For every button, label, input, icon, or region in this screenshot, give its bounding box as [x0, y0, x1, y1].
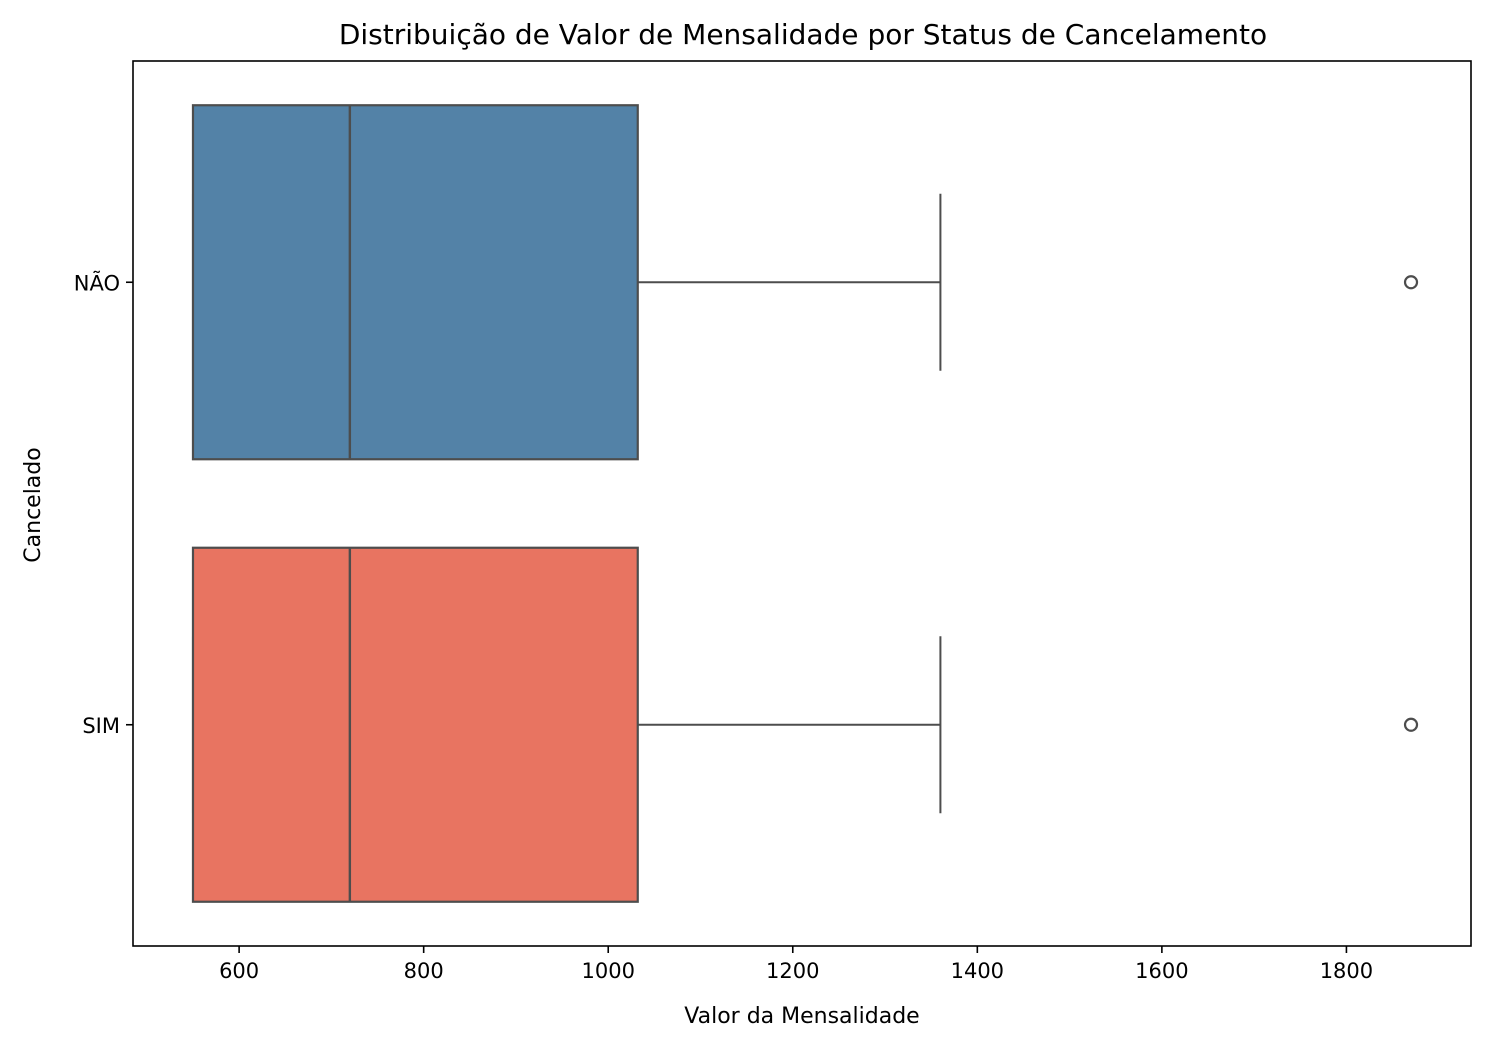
box-0-iqr	[191, 104, 639, 461]
x-tick-label-4: 1400	[951, 959, 1004, 983]
chart-title: Distribuição de Valor de Mensalidade por…	[339, 18, 1267, 51]
y-tick-label-0: NÃO	[74, 269, 120, 295]
box-1-iqr	[191, 546, 639, 903]
x-tick-label-6: 1800	[1320, 959, 1373, 983]
plot-frame	[132, 60, 1472, 947]
plot-area	[191, 104, 1419, 903]
box-1-outlier-0	[1403, 717, 1419, 732]
box-0-outlier-0	[1403, 275, 1419, 290]
x-axis: 600 800 1000 1200 1400 1600 1800	[219, 946, 1373, 983]
x-tick-label-2: 1000	[581, 959, 634, 983]
y-axis-label: Cancelado	[21, 447, 46, 562]
x-axis-label: Valor da Mensalidade	[684, 1004, 919, 1029]
x-tick-label-0: 600	[219, 959, 259, 983]
x-tick-label-3: 1200	[766, 959, 819, 983]
x-tick-label-1: 800	[404, 959, 444, 983]
x-tick-label-5: 1600	[1135, 959, 1188, 983]
y-axis: NÃO SIM	[74, 269, 133, 738]
y-tick-label-1: SIM	[82, 714, 120, 738]
